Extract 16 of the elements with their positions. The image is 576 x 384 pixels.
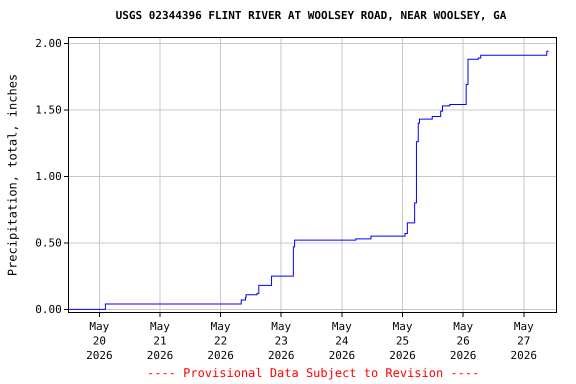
y-axis-title: Precipitation, total, inches — [6, 74, 20, 276]
y-tick-label: 2.00 — [35, 37, 62, 50]
x-tick-label: May 25 2026 — [389, 320, 416, 362]
y-tick-label: 0.00 — [35, 303, 62, 316]
chart-title: USGS 02344396 FLINT RIVER AT WOOLSEY ROAD, NEAR WOOLSEY, GA — [116, 9, 507, 22]
x-tick-label: May 27 2026 — [510, 320, 538, 362]
x-tick-label: May 24 2026 — [328, 320, 356, 362]
x-tick-label: May 22 2026 — [207, 320, 234, 362]
x-tick-label: May 21 2026 — [146, 320, 174, 362]
y-tick-label: 1.00 — [35, 170, 62, 184]
text: ---- Provisional Data Subject to Revision ---- — [147, 366, 480, 380]
x-tick-label: May 20 2026 — [86, 320, 113, 362]
x-tick-label: May 26 2026 — [450, 320, 476, 362]
y-tick-label: 0.50 — [35, 236, 62, 250]
y-tick-label: 1.50 — [35, 104, 62, 117]
x-tick-label: May 23 2026 — [268, 320, 294, 362]
